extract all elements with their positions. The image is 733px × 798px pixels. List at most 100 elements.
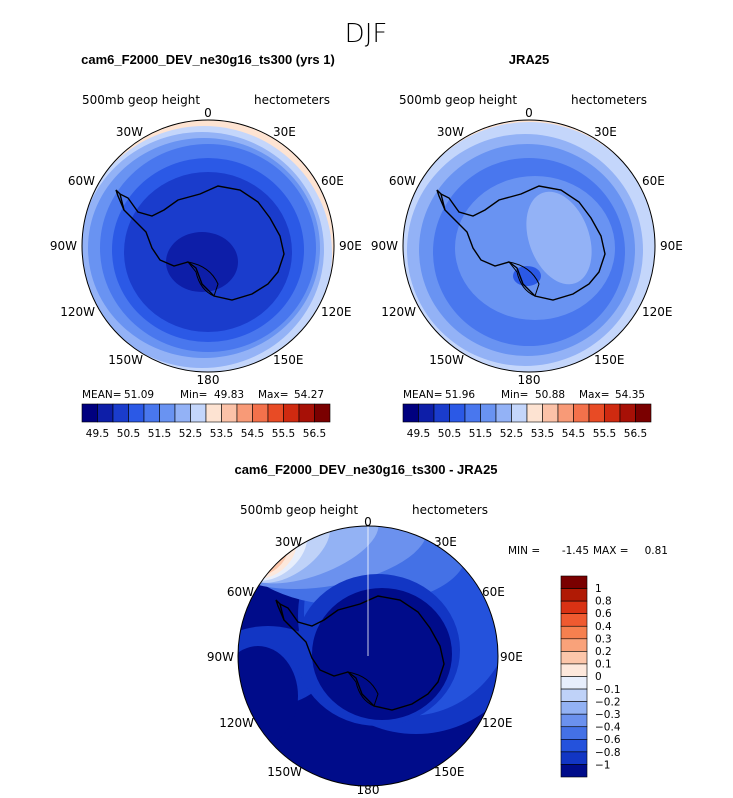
- lon-label: 150W: [429, 353, 464, 367]
- panel-model-map: [82, 120, 334, 372]
- colorbar-box: [190, 403, 207, 423]
- panel-obs-lon-labels: 0 30E 60E 90E 120E 150E 180 150W 120W 90…: [371, 106, 683, 387]
- panel-model-units: hectometers: [254, 93, 330, 107]
- lon-label: 60W: [68, 174, 95, 188]
- colorbar-box: [604, 403, 621, 423]
- colorbar-box: [560, 739, 588, 753]
- lon-label: 120W: [219, 716, 254, 730]
- panel-obs: JRA25 500mb geop height hectometers: [371, 52, 683, 440]
- lon-label: 180: [518, 373, 541, 387]
- lon-label: 90W: [371, 239, 398, 253]
- lon-label: 150W: [108, 353, 143, 367]
- colorbar-box: [418, 403, 435, 423]
- max-label: Max=: [258, 389, 289, 401]
- lon-label: 30W: [275, 535, 302, 549]
- colorbar-box: [560, 625, 588, 640]
- colorbar-box: [174, 403, 191, 423]
- colorbar-box: [143, 403, 160, 423]
- lon-label: 90W: [50, 239, 77, 253]
- colorbar-model-ticks: 49.5 50.5 51.5 52.5 53.5 54.5 55.5 56.5: [86, 428, 326, 440]
- lon-label: 120E: [642, 305, 673, 319]
- map-diff-coastline: [275, 595, 445, 711]
- colorbar-box: [560, 726, 588, 740]
- panel-model-field-label: 500mb geop height: [82, 93, 200, 107]
- lon-label: 0: [525, 106, 533, 120]
- panel-obs-units: hectometers: [571, 93, 647, 107]
- colorbar-box: [433, 403, 450, 423]
- colorbar-box: [560, 713, 588, 728]
- max-value: 54.35: [615, 389, 645, 401]
- colorbar-box: [560, 613, 588, 627]
- colorbar-box: [560, 701, 588, 715]
- colorbar-box: [112, 403, 129, 423]
- colorbar-tick: 54.5: [562, 428, 585, 440]
- lon-label: 120W: [381, 305, 416, 319]
- colorbar-tick: 56.5: [624, 428, 647, 440]
- colorbar-box: [236, 403, 253, 423]
- max-value: 0.81: [645, 545, 668, 557]
- panel-model-title: cam6_F2000_DEV_ne30g16_ts300 (yrs 1): [81, 52, 335, 67]
- panel-diff: cam6_F2000_DEV_ne30g16_ts300 - JRA25 500…: [207, 462, 668, 797]
- colorbar-box: [542, 403, 559, 423]
- colorbar-tick: 50.5: [117, 428, 140, 440]
- panel-model: cam6_F2000_DEV_ne30g16_ts300 (yrs 1) 500…: [50, 52, 362, 440]
- colorbar-box: [511, 403, 528, 423]
- colorbar-tick: 0.3: [595, 634, 612, 646]
- colorbar-box: [573, 403, 590, 423]
- lon-label: 90E: [339, 239, 362, 253]
- colorbar-box: [81, 403, 98, 423]
- panel-model-lon-labels: 0 30E 60E 90E 120E 150E 180 150W 120W 90…: [50, 106, 362, 387]
- min-label: Min=: [501, 389, 528, 401]
- map-model-coastline: [115, 185, 285, 301]
- colorbar-box: [298, 403, 315, 423]
- colorbar-box: [635, 403, 652, 423]
- lon-label: 30E: [434, 535, 457, 549]
- lon-label: 180: [197, 373, 220, 387]
- colorbar-box: [495, 403, 512, 423]
- lon-label: 90E: [500, 650, 523, 664]
- colorbar-tick: 0: [595, 671, 602, 683]
- colorbar-box: [560, 676, 588, 690]
- colorbar-box: [557, 403, 574, 423]
- colorbar-box: [560, 588, 588, 602]
- mean-label: MEAN=: [403, 389, 443, 401]
- colorbar-tick: 53.5: [210, 428, 233, 440]
- colorbar-obs-ticks: 49.5 50.5 51.5 52.5 53.5 54.5 55.5 56.5: [407, 428, 647, 440]
- map-diff-border: [237, 525, 499, 787]
- colorbar-box: [402, 403, 419, 423]
- colorbar-tick: −0.2: [595, 697, 621, 709]
- colorbar-box: [464, 403, 481, 423]
- lon-label: 90W: [207, 650, 234, 664]
- lon-label: 60W: [389, 174, 416, 188]
- lon-label: 120E: [482, 716, 513, 730]
- colorbar-box: [560, 663, 588, 677]
- colorbar-box: [283, 403, 300, 423]
- colorbar-tick: 51.5: [469, 428, 492, 440]
- colorbar-tick: −0.6: [595, 734, 621, 746]
- colorbar-box: [221, 403, 238, 423]
- map-model-contours: [82, 120, 334, 372]
- colorbar-box: [480, 403, 497, 423]
- max-label: Max=: [579, 389, 610, 401]
- colorbar-diff: 1 0.8 0.6 0.4 0.3 0.2 0.1 0 −0.1 −0.2 −0…: [560, 575, 621, 778]
- map-obs-contours: [403, 120, 655, 372]
- lon-label: 60E: [642, 174, 665, 188]
- panel-diff-field-label: 500mb geop height: [240, 503, 358, 517]
- lon-label: 30W: [437, 125, 464, 139]
- colorbar-box: [560, 638, 588, 652]
- colorbar-box: [560, 688, 588, 702]
- colorbar-tick: 50.5: [438, 428, 461, 440]
- panel-model-stats: MEAN= 51.09 Min= 49.83 Max= 54.27: [82, 389, 324, 401]
- min-label: MIN =: [508, 545, 540, 557]
- colorbar-tick: −0.3: [595, 709, 621, 721]
- lon-label: 30W: [116, 125, 143, 139]
- max-value: 54.27: [294, 389, 324, 401]
- colorbar-tick: −1: [595, 760, 610, 772]
- colorbar-tick: 49.5: [407, 428, 430, 440]
- colorbar-box: [128, 403, 145, 423]
- lon-label: 150E: [594, 353, 625, 367]
- colorbar-box: [449, 403, 466, 423]
- colorbar-box: [560, 764, 588, 778]
- panel-diff-stats: MIN = -1.45 MAX = 0.81: [508, 545, 668, 557]
- colorbar-tick: 0.1: [595, 659, 612, 671]
